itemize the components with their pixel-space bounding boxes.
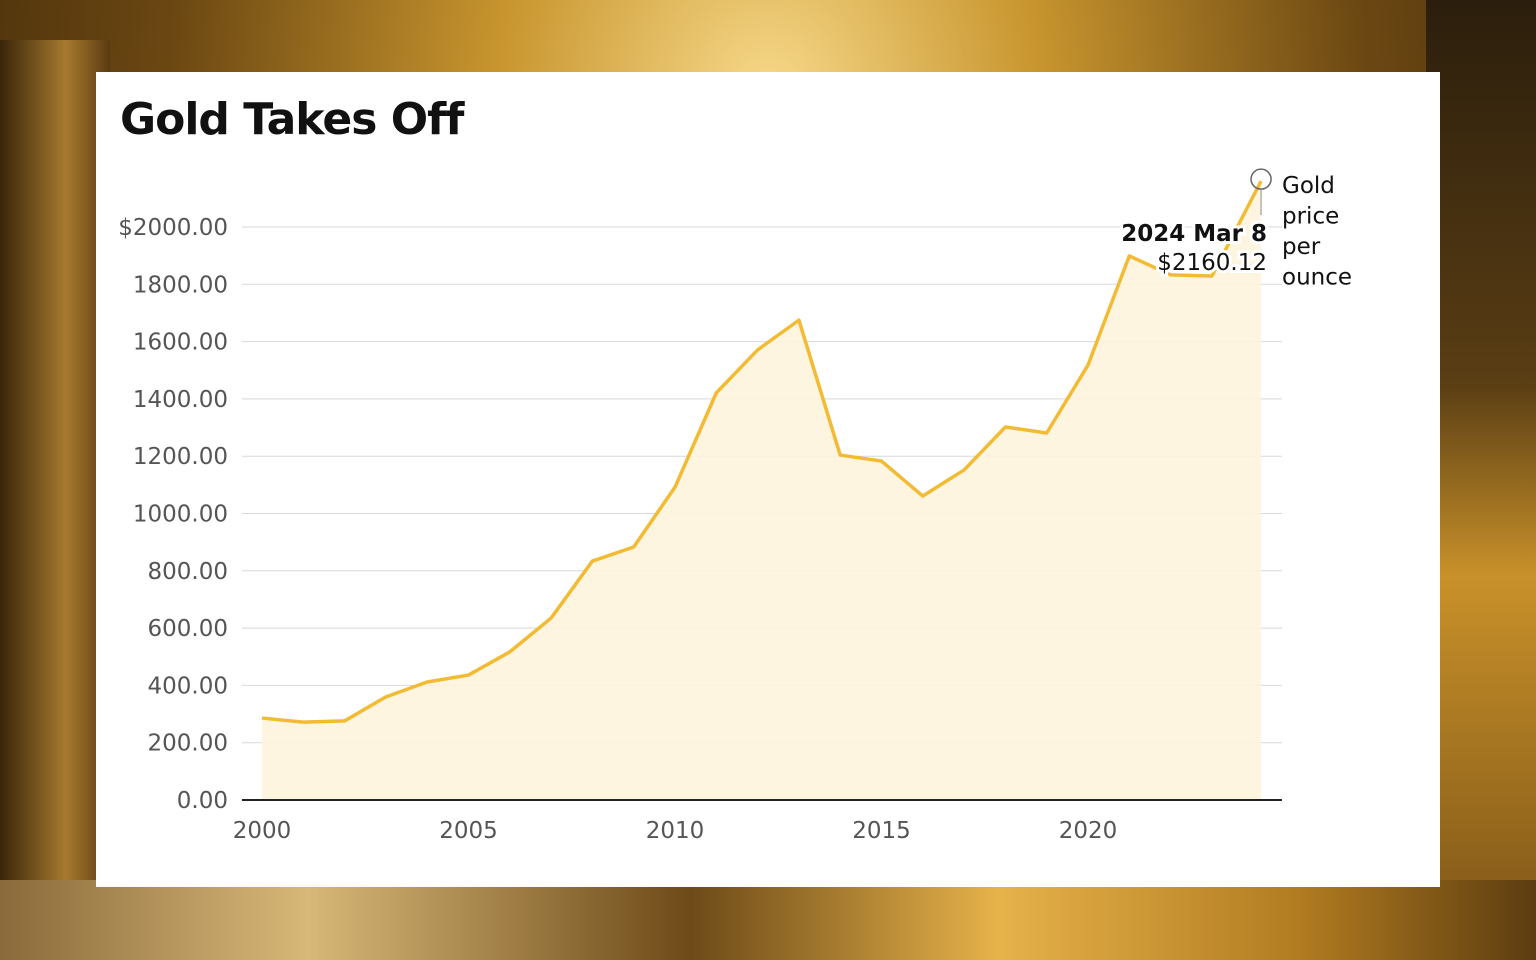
x-tick-label: 2000 — [233, 818, 292, 844]
y-tick-label: 800.00 — [148, 559, 228, 585]
x-tick-label: 2015 — [852, 818, 911, 844]
y-tick-label: 1600.00 — [133, 330, 228, 356]
y-tick-label: $2000.00 — [118, 215, 228, 241]
background-left — [0, 40, 110, 960]
series-label: Gold — [1282, 173, 1335, 199]
y-tick-label: 200.00 — [148, 731, 228, 757]
series-label: ounce — [1282, 265, 1352, 291]
annotation-value: $2160.12 — [1157, 250, 1267, 276]
y-tick-label: 1400.00 — [133, 387, 228, 413]
y-tick-label: 400.00 — [148, 673, 228, 699]
x-tick-label: 2020 — [1059, 818, 1118, 844]
x-tick-label: 2010 — [646, 818, 705, 844]
y-tick-label: 0.00 — [177, 788, 228, 814]
series-label: per — [1282, 234, 1321, 260]
y-tick-label: 1000.00 — [133, 502, 228, 528]
series-label: price — [1282, 204, 1339, 230]
background-right — [1426, 0, 1536, 960]
y-tick-label: 1200.00 — [133, 444, 228, 470]
area-fill — [262, 181, 1262, 801]
annotation-date: 2024 Mar 8 — [1121, 221, 1267, 247]
y-tick-label: 1800.00 — [133, 272, 228, 298]
background-bottom — [0, 880, 1536, 960]
x-tick-label: 2005 — [439, 818, 498, 844]
y-tick-label: 600.00 — [148, 616, 228, 642]
series-line — [261, 180, 1263, 724]
chart-title: Gold Takes Off — [120, 94, 464, 145]
